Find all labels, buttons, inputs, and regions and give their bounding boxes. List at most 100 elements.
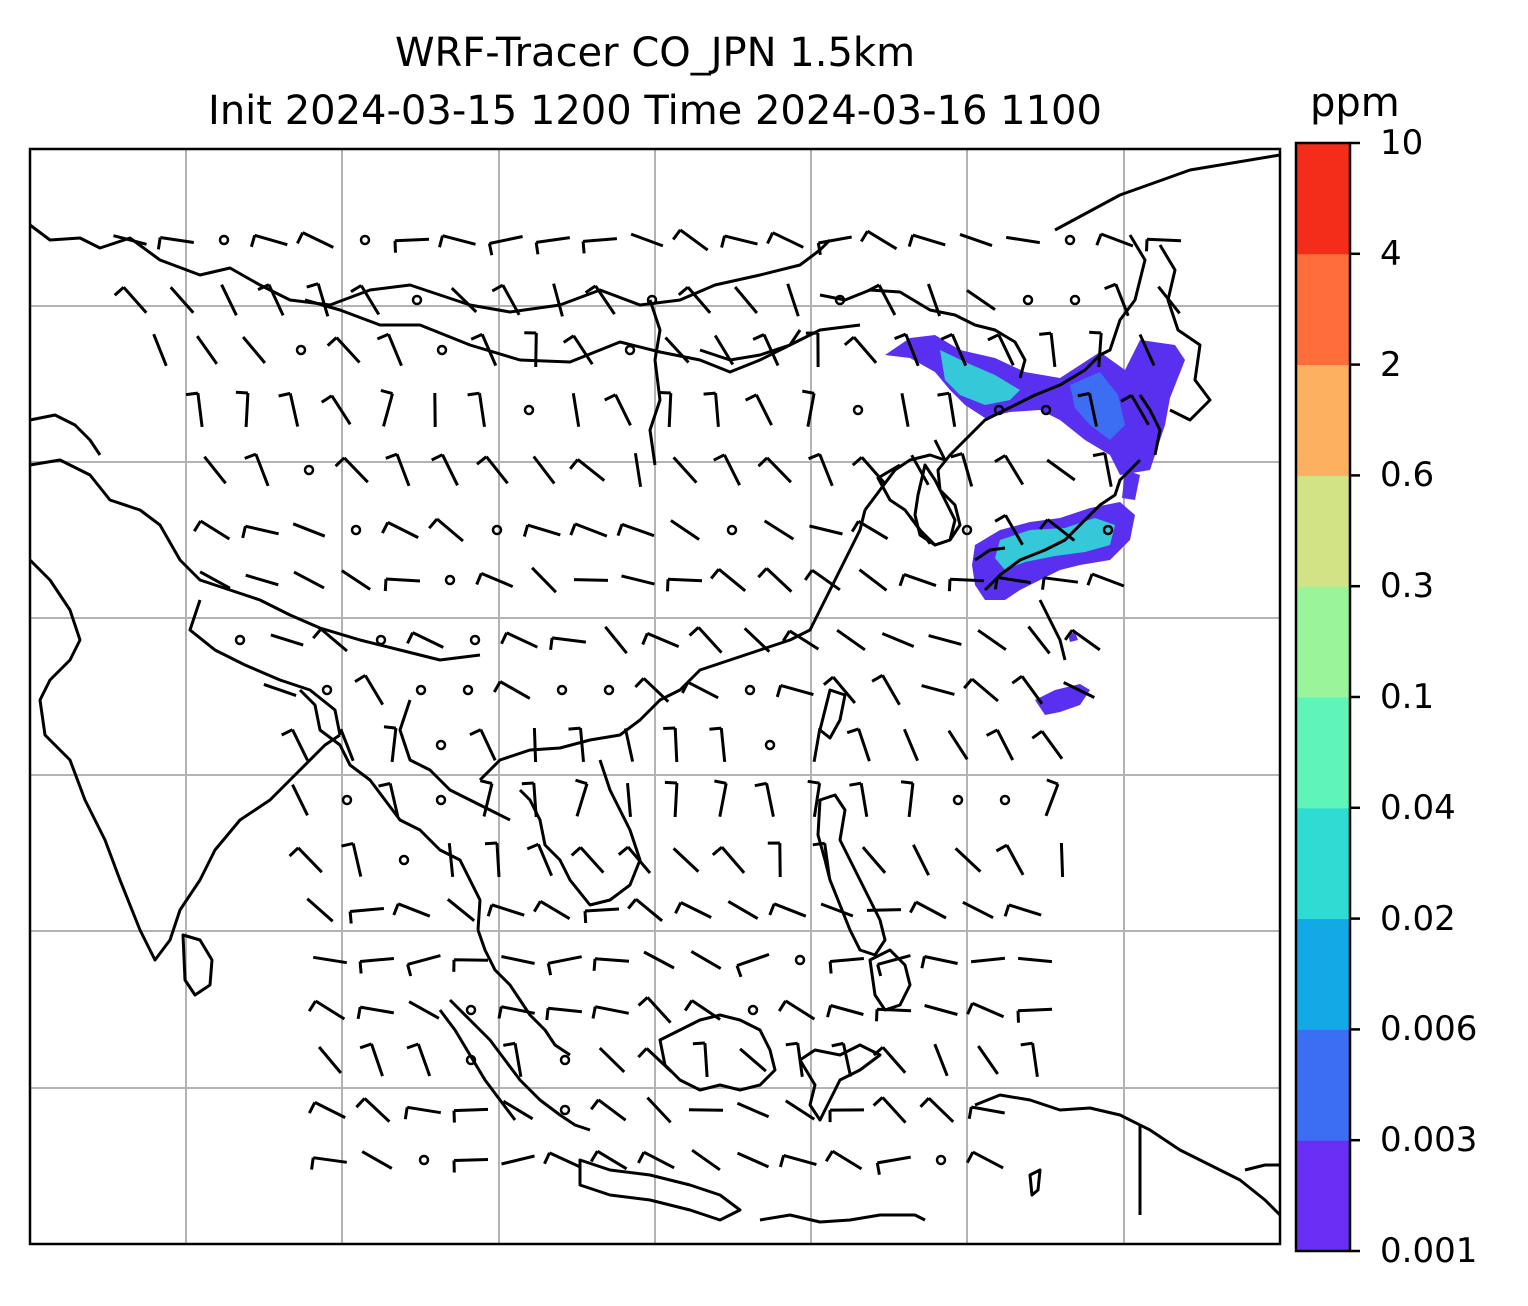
wind-barb bbox=[826, 1004, 864, 1018]
wind-barb bbox=[757, 456, 792, 484]
wind-barb bbox=[808, 452, 834, 487]
calm-wind-marker bbox=[952, 794, 964, 806]
wind-barb bbox=[739, 1047, 767, 1073]
wind-barb bbox=[241, 524, 279, 539]
wind-barb bbox=[616, 522, 655, 538]
wind-barb bbox=[354, 674, 384, 706]
wind-barb bbox=[334, 456, 369, 484]
wind-barb bbox=[970, 956, 1006, 964]
wind-barb bbox=[1063, 681, 1095, 699]
calm-wind-marker bbox=[359, 234, 371, 246]
calm-wind-marker bbox=[1064, 234, 1076, 246]
wind-barb bbox=[861, 846, 887, 874]
wind-barb bbox=[156, 236, 195, 250]
wind-barb bbox=[633, 452, 643, 488]
wind-barb bbox=[1059, 842, 1065, 878]
wind-barb bbox=[113, 286, 148, 314]
wind-barb bbox=[713, 453, 741, 486]
wind-barb bbox=[306, 897, 334, 923]
wind-barb bbox=[522, 523, 561, 538]
calm-wind-marker bbox=[726, 524, 738, 536]
wind-barb bbox=[898, 572, 937, 588]
wind-barb bbox=[487, 235, 523, 256]
wind-barb bbox=[562, 334, 594, 366]
wind-barb bbox=[533, 900, 571, 920]
wind-barb bbox=[450, 287, 478, 313]
wind-barb bbox=[604, 393, 632, 426]
wind-barb bbox=[630, 232, 664, 248]
wind-barb bbox=[714, 779, 728, 817]
wind-barb bbox=[310, 1156, 348, 1170]
wind-barb bbox=[875, 1007, 912, 1022]
wind-barb bbox=[452, 958, 489, 972]
wind-barb bbox=[1086, 572, 1125, 588]
wind-barb bbox=[937, 391, 957, 428]
wind-barb bbox=[894, 332, 920, 367]
wind-barb bbox=[733, 286, 759, 314]
wind-barb bbox=[926, 283, 942, 317]
colorbar-tick-label: 0.006 bbox=[1380, 1009, 1478, 1050]
wind-barb bbox=[308, 1101, 346, 1119]
wind-barb bbox=[812, 841, 831, 878]
wind-barb bbox=[584, 284, 616, 315]
wind-barb bbox=[836, 628, 866, 652]
wind-barb bbox=[766, 231, 804, 249]
wind-barb bbox=[710, 568, 747, 592]
wind-barb bbox=[392, 902, 431, 918]
colorbar-tick-label: 0.3 bbox=[1380, 566, 1435, 607]
wind-barb bbox=[950, 452, 974, 487]
wind-barb bbox=[534, 236, 571, 255]
wind-barb bbox=[727, 900, 759, 920]
colorbar-segment bbox=[1296, 253, 1350, 366]
wind-barb bbox=[621, 574, 655, 586]
wind-barb bbox=[688, 626, 723, 654]
colorbar-tick-label: 0.003 bbox=[1380, 1120, 1478, 1161]
wind-barb bbox=[658, 391, 673, 428]
wind-barb bbox=[312, 627, 348, 653]
wind-barb bbox=[469, 728, 497, 762]
calm-wind-marker bbox=[435, 794, 447, 806]
calm-wind-marker bbox=[834, 294, 846, 306]
colorbar-tick-label: 0.02 bbox=[1380, 898, 1456, 939]
wind-barb bbox=[849, 781, 869, 818]
wind-barb bbox=[919, 1097, 955, 1123]
wind-barb bbox=[431, 453, 459, 486]
wind-barb bbox=[199, 570, 231, 590]
colorbar-tick-label: 10 bbox=[1380, 123, 1424, 163]
calm-wind-marker bbox=[794, 954, 806, 966]
wind-barb bbox=[910, 454, 930, 486]
wind-barb bbox=[521, 781, 538, 818]
wind-barb bbox=[486, 903, 525, 917]
wind-barb bbox=[637, 1150, 675, 1170]
wind-barb bbox=[778, 1153, 817, 1168]
wind-barb bbox=[924, 1004, 958, 1016]
wind-barb bbox=[532, 727, 538, 763]
wind-barb bbox=[1031, 729, 1064, 760]
wind-barb bbox=[270, 633, 304, 647]
wind-barb bbox=[296, 231, 334, 249]
calm-wind-marker bbox=[350, 524, 362, 536]
wind-barb bbox=[1138, 333, 1156, 367]
wind-barb bbox=[820, 902, 854, 918]
calm-wind-marker bbox=[852, 404, 864, 416]
wind-barb bbox=[1017, 956, 1053, 964]
colorbar-unit-label: ppm bbox=[1310, 80, 1400, 126]
wind-barb bbox=[497, 1005, 535, 1019]
wind-barb bbox=[383, 577, 421, 592]
wind-barb bbox=[909, 900, 947, 920]
wind-barb bbox=[872, 1096, 907, 1124]
wind-barb bbox=[591, 1005, 629, 1019]
map-title-line2: Init 2024-03-15 1200 Time 2024-03-16 110… bbox=[208, 88, 1102, 134]
wind-barb bbox=[812, 727, 822, 763]
calm-wind-marker bbox=[444, 574, 456, 586]
wind-barb bbox=[1003, 903, 1042, 917]
calm-wind-marker bbox=[465, 1054, 477, 1066]
calm-wind-marker bbox=[469, 634, 481, 646]
wind-barb bbox=[977, 1045, 999, 1075]
calm-wind-marker bbox=[462, 684, 474, 696]
wind-barb bbox=[965, 1150, 1004, 1170]
wind-barb bbox=[502, 1099, 534, 1121]
wind-barb bbox=[626, 782, 632, 818]
wind-barb bbox=[757, 567, 793, 593]
wind-barb bbox=[977, 629, 1007, 651]
